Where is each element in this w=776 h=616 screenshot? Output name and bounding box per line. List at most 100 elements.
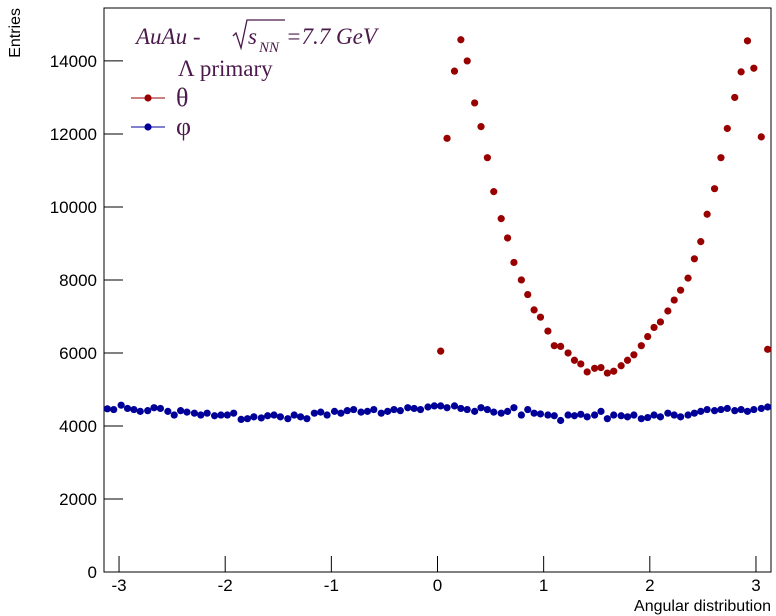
data-point [517, 276, 525, 284]
data-point [144, 407, 152, 415]
data-point [437, 347, 445, 355]
data-point [656, 318, 665, 326]
x-tick-label: 1 [539, 576, 548, 595]
data-point [223, 411, 231, 419]
data-point [623, 413, 632, 421]
data-point [463, 57, 471, 65]
data-point [610, 367, 618, 375]
data-point [583, 413, 591, 421]
data-point [243, 415, 252, 423]
data-point [623, 356, 632, 364]
data-point [396, 407, 404, 415]
annotation-prefix: AuAu - [134, 24, 201, 49]
data-point [450, 67, 459, 75]
data-point [557, 342, 565, 350]
data-point [197, 411, 205, 419]
data-point [710, 407, 719, 415]
data-point [664, 409, 672, 417]
data-point [483, 405, 491, 414]
data-point [390, 405, 398, 414]
data-point [536, 313, 545, 321]
data-point [723, 124, 731, 133]
data-point [497, 215, 505, 223]
y-tick-label: 14000 [50, 52, 97, 71]
data-point [743, 407, 752, 415]
data-point [190, 409, 199, 417]
data-point [764, 403, 772, 411]
data-point [603, 369, 611, 377]
x-axis-label: Angular distribution [634, 598, 771, 615]
data-point [557, 416, 565, 425]
data-point [603, 415, 611, 423]
data-point [676, 413, 685, 421]
data-point [457, 36, 465, 44]
data-point [443, 134, 451, 142]
data-point [544, 327, 552, 335]
data-point [530, 306, 538, 314]
data-point [676, 286, 685, 294]
y-tick-label: 2000 [59, 490, 97, 509]
y-tick-label: 8000 [59, 271, 97, 290]
data-point [731, 407, 739, 415]
x-tick-label: -1 [324, 576, 339, 595]
data-point [503, 234, 512, 242]
data-point [264, 412, 272, 420]
data-point [703, 405, 711, 414]
data-point [664, 307, 672, 315]
data-point [517, 411, 525, 419]
data-point [430, 402, 438, 410]
data-point [703, 210, 711, 218]
data-point [343, 407, 351, 415]
data-point [764, 345, 772, 353]
data-point [337, 409, 345, 417]
data-point [123, 404, 132, 413]
data-point [276, 413, 284, 421]
data-point [170, 411, 178, 419]
data-point [156, 404, 165, 413]
annotation-subscript: NN [258, 40, 280, 56]
data-point [750, 405, 758, 414]
y-axis-label: Entries [7, 8, 24, 58]
data-point [117, 401, 125, 409]
x-tick-label: 0 [433, 576, 442, 595]
data-point [530, 409, 538, 417]
data-point [284, 415, 292, 423]
data-point [757, 404, 765, 413]
data-point [350, 405, 358, 414]
data-point [410, 404, 418, 413]
data-point [690, 255, 698, 263]
data-point [443, 404, 451, 412]
data-point [564, 411, 572, 419]
data-point [130, 405, 138, 414]
data-point [357, 408, 365, 416]
data-point [497, 409, 505, 417]
data-point [644, 332, 652, 341]
data-point [737, 68, 745, 76]
data-point [610, 411, 618, 419]
legend-marker [144, 94, 152, 102]
data-point [583, 368, 591, 376]
data-point [416, 405, 425, 414]
data-point [524, 290, 532, 299]
y-tick-label: 0 [88, 563, 97, 582]
data-point [377, 409, 385, 417]
legend-label: θ [176, 83, 188, 112]
data-point [457, 404, 465, 413]
data-point [317, 408, 325, 416]
data-point [617, 362, 625, 370]
data-point [670, 296, 678, 304]
data-point [424, 403, 432, 411]
data-point [323, 411, 331, 419]
data-point [136, 407, 144, 415]
data-point [471, 99, 479, 107]
data-point [570, 412, 579, 420]
plot-frame [103, 7, 772, 573]
data-point [717, 154, 725, 162]
data-point [637, 415, 645, 423]
data-point [310, 409, 318, 417]
data-point [510, 258, 518, 267]
data-point [637, 342, 645, 350]
data-point [110, 405, 118, 414]
data-point [650, 411, 658, 419]
